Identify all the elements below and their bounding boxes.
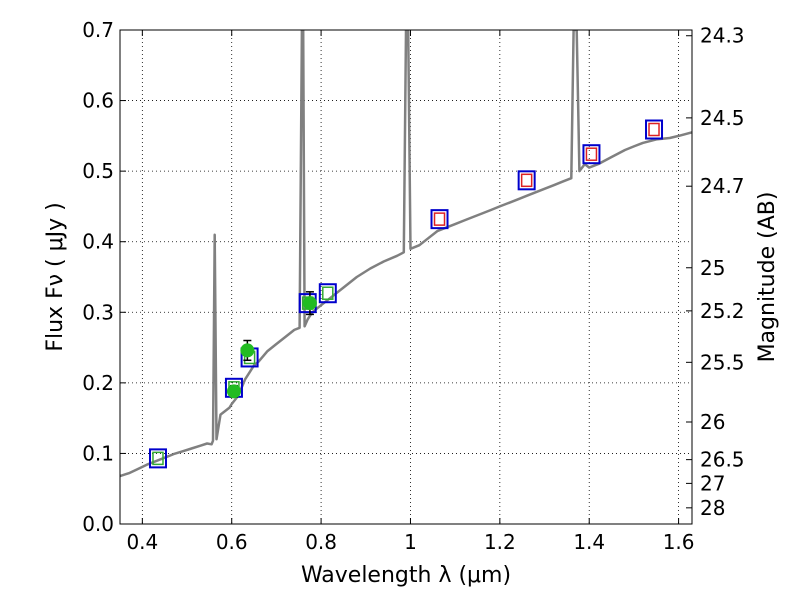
x-axis-label: Wavelength λ (μm) (301, 563, 511, 588)
spectrum-layer (120, 30, 692, 478)
x-axis-ticks: 0.4 0.6 0.8 1 1.2 1.4 1.6 (126, 30, 695, 554)
magnitude-axis-label: Magnitude (AB) (755, 192, 780, 363)
y-axis-label: Flux Fν ( μJy ) (43, 202, 68, 351)
y-tick-label: 0.0 (82, 512, 114, 536)
observed-point (226, 384, 241, 399)
x-tick-label: 1.6 (663, 530, 695, 554)
x-tick-label: 0.4 (126, 530, 158, 554)
model-point-box (645, 119, 664, 140)
model-point-box (318, 283, 337, 304)
x-tick-label: 0.6 (216, 530, 248, 554)
model-point-inner (585, 147, 598, 161)
model-point-box (517, 170, 536, 191)
magnitude-tick-label: 25.5 (700, 350, 745, 374)
magnitude-tick-label: 24.3 (700, 24, 745, 48)
model-point (318, 283, 337, 304)
observed-point-marker (226, 384, 241, 399)
x-tick-label: 0.8 (305, 530, 337, 554)
y-axis-ticks: 0.0 0.1 0.2 0.3 0.4 0.5 0.6 0.7 (82, 18, 126, 536)
observed-points (226, 291, 317, 399)
y-tick-label: 0.6 (82, 89, 114, 113)
magnitude-tick-label: 26 (700, 410, 725, 434)
model-point (148, 448, 167, 469)
model-point-inner (322, 286, 334, 300)
observed-point (240, 339, 255, 362)
model-point-box (582, 144, 601, 165)
model-point (517, 170, 536, 191)
magnitude-tick-label: 27 (700, 471, 725, 495)
model-point-box (430, 209, 449, 230)
x-tick-label: 1.2 (484, 530, 516, 554)
y-tick-label: 0.4 (82, 230, 114, 254)
magnitude-tick-label: 24.5 (700, 106, 745, 130)
model-point (430, 209, 449, 230)
model-point-inner (152, 451, 164, 466)
model-point-box (148, 448, 167, 469)
model-point (582, 144, 601, 165)
observed-point-marker (302, 296, 317, 311)
plot-frame (119, 29, 693, 525)
model-point (645, 119, 664, 140)
y-tick-label: 0.7 (82, 18, 114, 42)
magnitude-tick-label: 25.2 (700, 299, 745, 323)
magnitude-tick-label: 26.5 (700, 448, 745, 472)
y-tick-label: 0.5 (82, 159, 114, 183)
observed-point (302, 291, 317, 316)
model-spectrum-line (120, 30, 692, 478)
model-point-inner (520, 173, 533, 188)
magnitude-tick-label: 24.7 (700, 174, 745, 198)
model-point-inner (648, 122, 660, 137)
observed-point-marker (240, 343, 255, 358)
y-tick-label: 0.3 (82, 300, 114, 324)
magnitude-tick-label: 25 (700, 256, 725, 280)
magnitude-tick-label: 28 (700, 496, 725, 520)
y-tick-label: 0.2 (82, 371, 114, 395)
x-tick-label: 1 (404, 530, 417, 554)
x-tick-label: 1.4 (573, 530, 605, 554)
y-tick-label: 0.1 (82, 441, 114, 465)
model-point-inner (433, 212, 446, 226)
